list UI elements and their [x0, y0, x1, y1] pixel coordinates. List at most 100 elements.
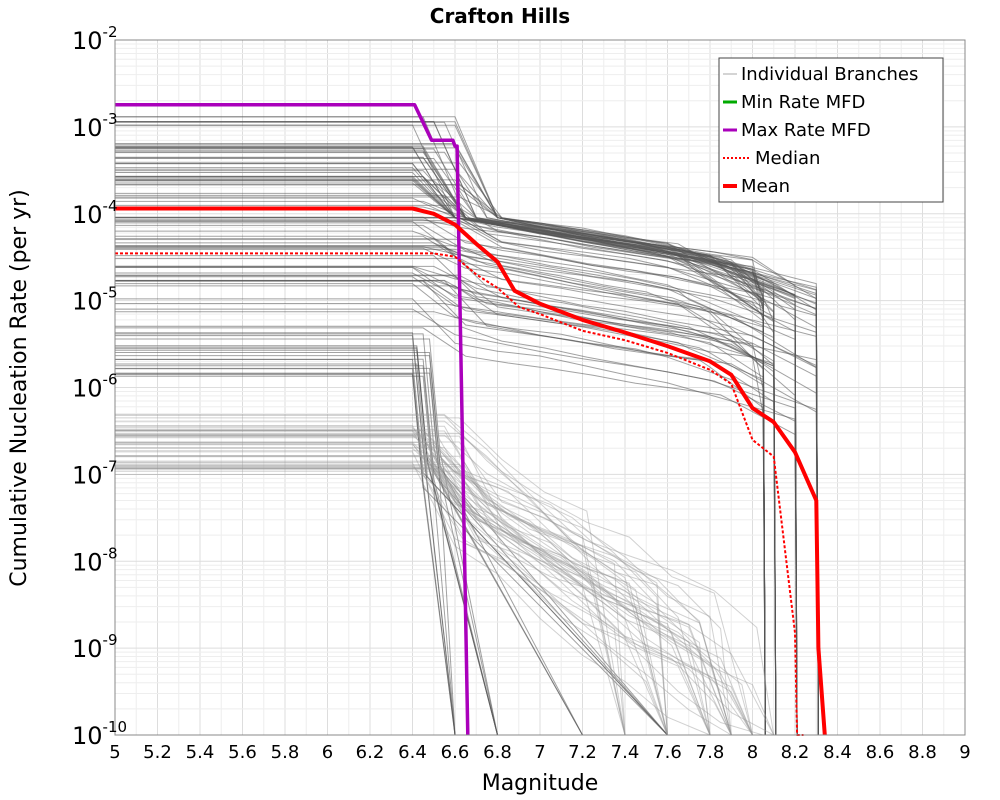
branch-line [115, 182, 766, 736]
x-tick-label: 7.6 [653, 742, 682, 763]
branch-line [115, 470, 753, 736]
series-median [115, 252, 804, 736]
x-tick-label: 8 [747, 742, 758, 763]
series-max-rate-mfd [115, 102, 470, 736]
branch-line [115, 430, 775, 736]
branch-line [115, 200, 819, 736]
branch-line [115, 355, 668, 736]
branch-line [115, 466, 711, 736]
branch-line [115, 467, 753, 736]
branch-line [115, 298, 798, 736]
y-tick-label: 10-2 [72, 23, 118, 55]
x-tick-label: 8.6 [866, 742, 895, 763]
branch-line [115, 308, 798, 736]
legend-label: Mean [741, 176, 790, 197]
branch-line [115, 414, 668, 736]
branch-line [115, 467, 668, 736]
branch-line [115, 363, 668, 736]
branch-line [115, 455, 753, 736]
branch-line [115, 246, 766, 736]
y-axis-ticks: 10-2 10-3 10-4 10-5 10-6 10-7 10-8 10-9 10-10 [72, 23, 127, 750]
y-tick-label: 10-9 [72, 631, 118, 663]
branch-line [115, 327, 798, 736]
branch-line [115, 455, 711, 736]
branch-line [115, 430, 711, 736]
branch-line [115, 450, 753, 736]
branch-line [115, 248, 777, 736]
legend-label: Individual Branches [741, 64, 918, 85]
branch-line [115, 465, 775, 736]
branch-line [115, 425, 626, 736]
x-tick-label: 7.4 [611, 742, 640, 763]
branch-line [115, 460, 774, 736]
series-mean [115, 206, 827, 736]
branch-line [115, 469, 732, 736]
branch-line [115, 455, 711, 736]
x-tick-label: 5.4 [186, 742, 215, 763]
y-tick-label: 10-4 [72, 197, 118, 229]
branch-line [115, 461, 668, 736]
legend-label: Median [755, 148, 820, 169]
series-layer [115, 102, 827, 736]
y-tick-label: 10-3 [72, 110, 118, 142]
y-tick-label: 10-10 [72, 718, 127, 750]
branch-line [115, 443, 668, 736]
branch-line [115, 235, 777, 736]
x-tick-label: 9 [959, 742, 970, 763]
branch-line [115, 176, 766, 736]
x-tick-label: 8.2 [781, 742, 810, 763]
branch-line [115, 335, 456, 736]
branch-line [115, 276, 766, 736]
x-tick-label: 6.2 [356, 742, 385, 763]
y-tick-label: 10-8 [72, 544, 118, 576]
branch-line [115, 116, 798, 736]
branch-line [115, 464, 732, 736]
branch-line [115, 429, 668, 736]
branch-line [115, 465, 711, 736]
x-tick-label: 5.6 [228, 742, 257, 763]
x-tick-label: 8.4 [823, 742, 852, 763]
x-axis-label: Magnitude [482, 771, 599, 796]
x-tick-label: 5.2 [143, 742, 172, 763]
branch-line [115, 427, 732, 736]
branch-line [115, 220, 766, 736]
branch-line [115, 311, 819, 736]
x-tick-label: 5 [109, 742, 120, 763]
branch-line [115, 462, 711, 736]
branch-line [115, 420, 668, 736]
branch-line [115, 433, 753, 736]
branch-line [115, 279, 819, 736]
x-tick-label: 7.8 [696, 742, 725, 763]
branch-line [115, 177, 798, 736]
branch-line [115, 221, 819, 736]
y-tick-label: 10-5 [72, 284, 118, 316]
x-axis-ticks: 5 5.2 5.4 5.6 5.8 6 6.2 6.4 6.6 6.8 7 7.2 7.4 7.6 7.8 8… [109, 742, 970, 763]
branch-line [115, 443, 753, 736]
x-tick-label: 5.8 [271, 742, 300, 763]
branch-line [115, 429, 732, 736]
branch-line [115, 345, 583, 736]
branch-line [115, 447, 626, 736]
branch-line [115, 467, 732, 736]
individual-branches [115, 116, 819, 736]
branch-line [115, 373, 456, 736]
branch-line [115, 434, 668, 736]
x-tick-label: 7 [534, 742, 545, 763]
branch-line [115, 430, 753, 736]
x-tick-label: 7.2 [568, 742, 597, 763]
branch-line [115, 442, 711, 736]
branch-line [115, 280, 766, 736]
branch-line [115, 417, 626, 736]
y-tick-label: 10-7 [72, 457, 118, 489]
branch-line [115, 434, 626, 736]
x-tick-label: 8.8 [908, 742, 937, 763]
branch-line [115, 428, 732, 736]
branch-line [115, 265, 777, 736]
branch-line [115, 456, 732, 736]
branch-line [115, 468, 774, 736]
y-axis-label: Cumulative Nucleation Rate (per yr) [7, 189, 32, 587]
legend-label: Max Rate MFD [741, 120, 871, 141]
branch-line [115, 358, 583, 736]
x-tick-label: 6.6 [441, 742, 470, 763]
